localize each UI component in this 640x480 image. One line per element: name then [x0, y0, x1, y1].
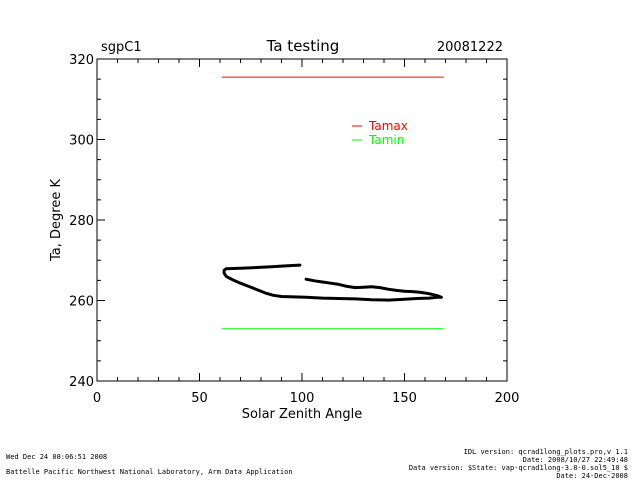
- series-trace: [222, 263, 443, 302]
- legend-label-tamin: Tamin: [368, 133, 404, 147]
- x-tick-label: 50: [191, 391, 208, 406]
- date-label: 20081222: [437, 40, 503, 55]
- footer-organization: Battelle Pacific Northwest National Labo…: [6, 468, 293, 476]
- footer-idl-version: IDL version: qcrad1long_plots.pro,v 1.1: [463, 448, 628, 456]
- chart-title: Ta testing: [266, 37, 340, 55]
- site-label: sgpC1: [101, 40, 142, 55]
- y-tick-label: 320: [69, 53, 94, 68]
- y-tick-label: 240: [69, 375, 94, 390]
- x-axis-label: Solar Zenith Angle: [242, 407, 362, 422]
- tick-labels: 0 50 100 150 200 240 260 280 300 320: [69, 53, 519, 406]
- y-axis-label: Ta, Degree K: [49, 179, 64, 262]
- footer-data-version: Data version: $State: vap-qcrad1long-3.8…: [408, 464, 628, 472]
- footer-data-date: Date: 24-Dec-2008: [556, 472, 628, 480]
- footer-timestamp: Wed Dec 24 08:06:51 2008: [6, 453, 108, 461]
- y-tick-label: 300: [69, 134, 94, 149]
- axis-ticks: [96, 58, 508, 382]
- y-tick-label: 260: [69, 295, 94, 310]
- footer-idl-date: Date: 2008/10/27 22:49:48: [522, 456, 628, 464]
- y-tick-label: 280: [69, 214, 94, 229]
- x-tick-label: 0: [93, 391, 101, 406]
- legend-label-tamax: Tamax: [368, 119, 408, 133]
- plot-frame: [96, 58, 508, 382]
- series-layer: [221, 76, 444, 330]
- x-tick-label: 100: [290, 391, 315, 406]
- x-tick-label: 150: [392, 391, 417, 406]
- x-tick-label: 200: [495, 391, 520, 406]
